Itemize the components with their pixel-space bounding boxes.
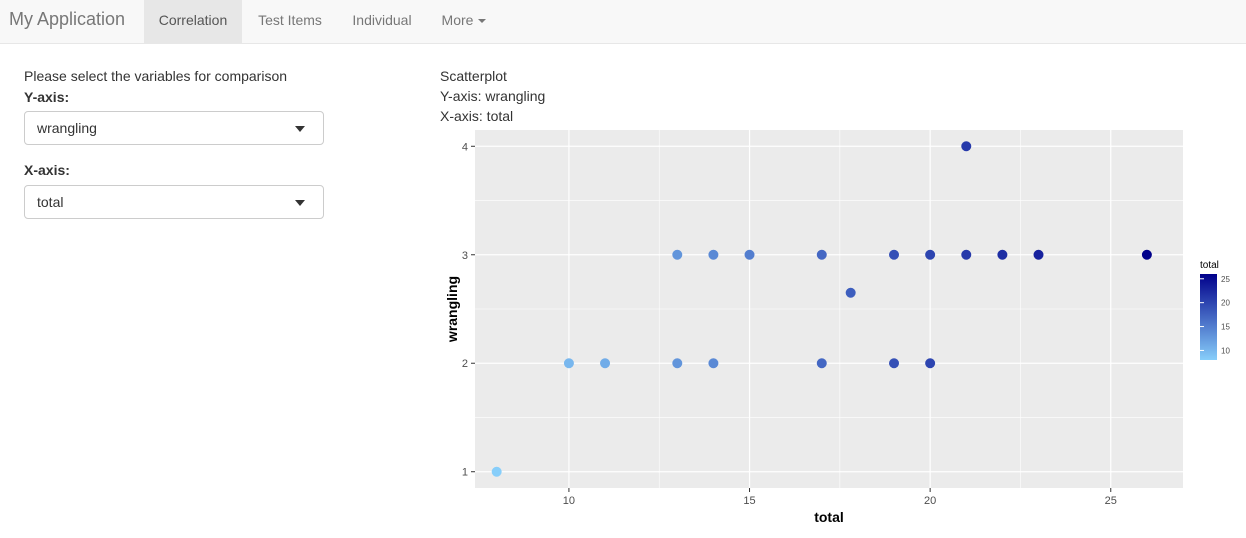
scatter-point [744,249,755,260]
legend-tick-label: 10 [1221,346,1230,355]
x-axis-label: X-axis: [24,162,70,178]
tab-test-items[interactable]: Test Items [243,0,337,44]
scatter-point [925,358,936,369]
navbar: My Application Correlation Test Items In… [0,0,1246,44]
x-axis-select[interactable]: total [24,185,324,219]
tab-test-items-label: Test Items [258,12,322,28]
legend-title: total [1200,260,1219,271]
y-axis-label: Y-axis: [24,89,70,105]
tab-individual-label: Individual [352,12,412,28]
y-tick-label: 2 [462,358,468,370]
legend-tick-label: 20 [1221,299,1230,308]
scatter-point [961,141,972,152]
plot-y-caption: Y-axis: wrangling [440,88,546,104]
y-tick-label: 4 [462,141,468,153]
scatter-point [925,249,936,260]
x-tick-label: 10 [563,495,575,507]
scatter-chart: 10 15 20 25 1 2 3 4 total wrangling total 10 15 20 25 [444,130,1230,525]
caret-down-icon [478,19,487,24]
scatter-point [961,249,972,260]
legend-colorbar [1200,274,1217,360]
y-tick-label: 1 [462,467,468,479]
scatter-point [816,249,827,260]
legend-tick-label: 25 [1221,275,1230,284]
tab-correlation-label: Correlation [158,12,228,28]
scatter-point [889,249,900,260]
tab-more-label: More [441,12,474,28]
scatter-point [600,358,611,369]
scatter-point [708,249,719,260]
scatter-point [1033,249,1044,260]
scatter-point [708,358,719,369]
scatter-point [1141,249,1152,260]
x-axis-title: total [814,509,844,525]
scatter-point [563,358,574,369]
sidebar-title: Please select the variables for comparis… [24,68,288,84]
x-tick-label: 25 [1105,495,1117,507]
dropdown-arrow-icon [295,200,305,206]
y-axis-select[interactable]: wrangling [24,111,324,145]
legend-tick-label: 15 [1221,323,1230,332]
scatter-point [997,249,1008,260]
x-tick-label: 15 [743,495,755,507]
tab-individual[interactable]: Individual [337,0,427,44]
plot-heading: Scatterplot [440,68,507,84]
scatter-point [845,287,856,298]
tab-more-dropdown[interactable]: More [427,0,501,44]
scatter-point [816,358,827,369]
x-tick-label: 20 [924,495,936,507]
y-axis-select-value: wrangling [37,120,97,136]
scatter-point [889,358,900,369]
y-tick-label: 3 [462,250,468,262]
scatter-point [672,249,683,260]
dropdown-arrow-icon [295,126,305,132]
scatter-point [672,358,683,369]
y-axis-title: wrangling [444,276,460,343]
plot-x-caption: X-axis: total [440,108,514,124]
tab-correlation[interactable]: Correlation [144,0,242,44]
x-axis-select-value: total [37,194,64,210]
scatter-point [491,466,502,477]
app-brand[interactable]: My Application [9,9,126,29]
